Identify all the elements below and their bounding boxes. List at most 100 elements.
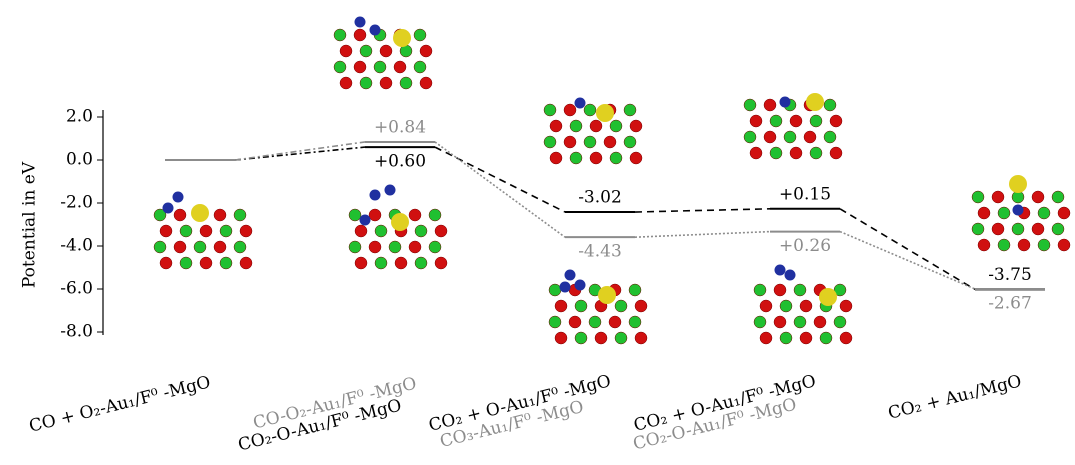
atom: [629, 119, 643, 133]
atom: [559, 281, 571, 293]
atom: [233, 240, 247, 254]
value-label: +0.26: [779, 236, 831, 256]
atom: [159, 224, 173, 238]
atom: [779, 299, 793, 313]
atom: [354, 256, 368, 270]
atom: [239, 256, 253, 270]
atom: [833, 283, 847, 297]
atom: [173, 240, 187, 254]
atom: [548, 315, 562, 329]
atom: [543, 135, 557, 149]
atom: [384, 184, 396, 196]
atom: [583, 103, 597, 117]
atom: [783, 130, 797, 144]
atom: [162, 202, 174, 214]
atom: [543, 103, 557, 117]
atom: [373, 60, 387, 74]
atom: [179, 224, 193, 238]
atom: [823, 98, 837, 112]
atom: [839, 299, 853, 313]
atom: [779, 96, 791, 108]
atom: [991, 190, 1005, 204]
atom: [806, 93, 824, 111]
atom: [608, 315, 622, 329]
atom: [414, 256, 428, 270]
atom: [549, 119, 563, 133]
y-tick-label: 0.0: [66, 150, 93, 170]
atom: [823, 130, 837, 144]
atom: [379, 44, 393, 58]
atom: [563, 103, 577, 117]
atom: [348, 240, 362, 254]
atom: [753, 283, 767, 297]
atom: [354, 224, 368, 238]
y-tick-label: -4.0: [60, 236, 93, 256]
atom: [359, 214, 371, 226]
molecule-pictures: [153, 16, 1071, 345]
atom: [614, 299, 628, 313]
atom: [774, 264, 786, 276]
y-axis-label: Potential in eV: [20, 161, 40, 288]
atom: [219, 224, 233, 238]
atom: [971, 190, 985, 204]
connector: [839, 208, 976, 291]
atom: [833, 315, 847, 329]
atom: [388, 240, 402, 254]
atom: [153, 208, 167, 222]
atom: [803, 130, 817, 144]
atom: [997, 206, 1011, 220]
atom: [408, 240, 422, 254]
atom: [359, 44, 373, 58]
atom: [997, 238, 1011, 252]
atom: [634, 299, 648, 313]
atom: [233, 208, 247, 222]
atom: [749, 114, 763, 128]
atom: [753, 315, 767, 329]
atom: [568, 315, 582, 329]
atom: [333, 28, 347, 42]
atom: [769, 114, 783, 128]
atom: [419, 44, 433, 58]
atom: [1037, 238, 1051, 252]
atom: [574, 331, 588, 345]
atom: [563, 135, 577, 149]
atom: [428, 240, 442, 254]
atom: [569, 119, 583, 133]
atom: [594, 331, 608, 345]
atom: [353, 28, 367, 42]
atom: [759, 331, 773, 345]
atom: [589, 151, 603, 165]
atom: [598, 286, 616, 304]
atom: [1051, 190, 1065, 204]
y-tick-label: -6.0: [60, 279, 93, 299]
atom: [333, 60, 347, 74]
atom: [239, 224, 253, 238]
atom: [629, 151, 643, 165]
atom: [609, 151, 623, 165]
atom: [434, 256, 448, 270]
atom: [574, 97, 586, 109]
atom: [1011, 222, 1025, 236]
atom: [434, 224, 448, 238]
atom: [784, 269, 796, 281]
atom: [763, 98, 777, 112]
atom: [574, 279, 586, 291]
atom: [339, 44, 353, 58]
atom: [819, 288, 837, 306]
atom: [369, 24, 381, 36]
atom: [813, 315, 827, 329]
atom: [414, 224, 428, 238]
atom: [179, 256, 193, 270]
connector: [434, 146, 566, 213]
connector: [839, 230, 976, 290]
atom: [153, 240, 167, 254]
atom: [793, 283, 807, 297]
atom: [369, 189, 381, 201]
atom: [393, 29, 411, 47]
value-label: +0.84: [374, 117, 426, 137]
atom: [159, 256, 173, 270]
value-label: -4.43: [578, 242, 622, 262]
atom: [368, 208, 382, 222]
atom: [779, 331, 793, 345]
value-label: -3.75: [988, 265, 1032, 285]
